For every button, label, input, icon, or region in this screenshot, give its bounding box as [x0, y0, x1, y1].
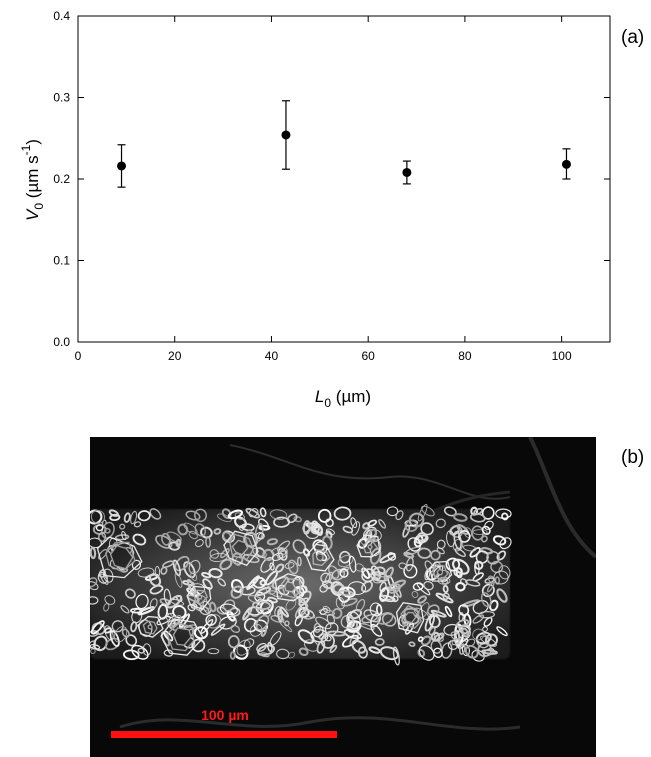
x-tick-label: 80: [458, 349, 472, 363]
data-point: [281, 130, 291, 140]
x-axis-label: L0 (µm): [315, 387, 371, 410]
data-points: [117, 100, 571, 188]
chart-a: 0 20 40 60 80 100 0.0 0.1 0.2 0.3 0.4 L0 (µm) V0 (…: [19, 9, 611, 410]
y-axis-label: V0 (µm s-1): [19, 139, 46, 221]
y-tick-label: 0.2: [53, 172, 70, 186]
data-point: [402, 167, 412, 177]
plot-axes: [77, 15, 611, 343]
x-tick-label: 40: [265, 349, 279, 363]
x-tick-label: 100: [552, 349, 572, 363]
plot-frame: [77, 15, 611, 343]
data-point: [561, 159, 571, 169]
x-tick-label: 60: [362, 349, 376, 363]
y-tick-label: 0.4: [53, 9, 70, 23]
micrograph-image: [90, 437, 596, 757]
scale-bar-label: 100 µm: [201, 707, 249, 723]
panel-label-a: (a): [621, 27, 645, 48]
x-tick-label: 0: [75, 349, 82, 363]
x-tick-label: 20: [168, 349, 182, 363]
panel-label-b: (b): [621, 447, 645, 468]
scale-bar: [111, 731, 337, 738]
data-point: [117, 161, 127, 171]
y-tick-label: 0.1: [53, 254, 70, 268]
y-tick-label: 0.3: [53, 91, 70, 105]
tick-marks: 0 20 40 60 80 100 0.0 0.1 0.2 0.3 0.4: [53, 9, 610, 363]
y-tick-label: 0.0: [53, 335, 70, 349]
